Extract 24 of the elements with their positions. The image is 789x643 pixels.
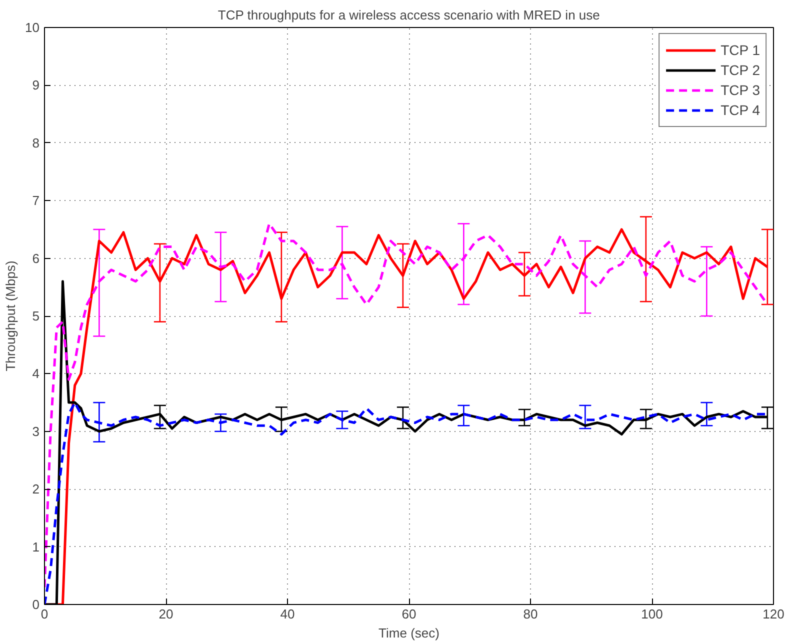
legend-label: TCP 3 bbox=[720, 82, 760, 98]
legend-label: TCP 2 bbox=[720, 62, 760, 78]
y-tick-label: 0 bbox=[32, 597, 40, 612]
y-tick-label: 4 bbox=[32, 366, 40, 382]
x-tick-label: 80 bbox=[523, 606, 538, 622]
y-tick-label: 3 bbox=[32, 424, 40, 439]
x-tick-label: 20 bbox=[158, 606, 174, 622]
y-tick-label: 7 bbox=[32, 193, 40, 208]
y-tick-label: 2 bbox=[32, 482, 40, 497]
y-tick-label: 1 bbox=[32, 539, 40, 554]
x-axis-title: Time (sec) bbox=[378, 626, 440, 640]
y-tick-label: 8 bbox=[32, 135, 40, 150]
x-tick-label: 60 bbox=[402, 606, 416, 622]
y-tick-label: 6 bbox=[32, 250, 40, 266]
y-tick-label: 5 bbox=[32, 308, 40, 324]
x-tick-label: 120 bbox=[762, 606, 784, 622]
x-tick-label: 40 bbox=[280, 606, 295, 622]
chart-title: TCP throughputs for a wireless access scenario with MRED in use bbox=[218, 8, 600, 22]
y-tick-label: 9 bbox=[32, 78, 40, 93]
legend-label: TCP 1 bbox=[720, 42, 760, 58]
x-tick-label: 100 bbox=[641, 606, 663, 622]
y-axis-title: Throughput (Mbps) bbox=[3, 260, 18, 372]
y-tick-label: 10 bbox=[25, 20, 40, 35]
legend-label: TCP 4 bbox=[720, 102, 760, 118]
